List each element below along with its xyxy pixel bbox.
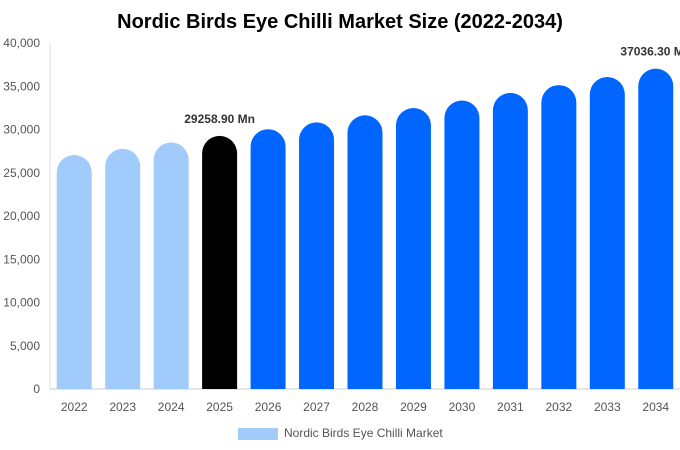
bar-2027[interactable] xyxy=(299,122,335,389)
bar-2031[interactable] xyxy=(492,92,528,389)
y-tick-label: 35,000 xyxy=(3,79,40,93)
bar-2029[interactable] xyxy=(395,107,431,390)
x-tick-label: 2027 xyxy=(303,400,330,414)
legend-label[interactable]: Nordic Birds Eye Chilli Market xyxy=(284,426,443,440)
chart-title: Nordic Birds Eye Chilli Market Size (202… xyxy=(117,11,563,33)
data-label: 37036.30 Mn xyxy=(620,45,680,59)
x-tick-label: 2025 xyxy=(206,400,233,414)
y-tick-label: 15,000 xyxy=(3,252,40,266)
x-tick-label: 2033 xyxy=(594,400,621,414)
legend-swatch xyxy=(238,428,278,440)
bar-2022[interactable] xyxy=(56,155,92,389)
bar-2032[interactable] xyxy=(541,85,577,389)
x-tick-label: 2022 xyxy=(61,400,88,414)
bar-2025[interactable] xyxy=(202,135,238,389)
bar-2026[interactable] xyxy=(250,129,286,390)
x-tick-label: 2023 xyxy=(109,400,136,414)
bar-2034[interactable] xyxy=(638,68,674,390)
x-tick-label: 2030 xyxy=(449,400,476,414)
x-tick-label: 2034 xyxy=(642,400,669,414)
x-tick-label: 2031 xyxy=(497,400,524,414)
x-tick-label: 2029 xyxy=(400,400,427,414)
bar-2024[interactable] xyxy=(153,142,189,389)
y-tick-label: 5,000 xyxy=(10,339,40,353)
y-tick-label: 0 xyxy=(33,382,40,396)
y-tick-label: 30,000 xyxy=(3,123,40,137)
y-tick-label: 25,000 xyxy=(3,166,40,180)
y-tick-label: 10,000 xyxy=(3,296,40,310)
bar-2023[interactable] xyxy=(105,148,141,389)
data-label: 29258.90 Mn xyxy=(184,112,255,126)
bar-2030[interactable] xyxy=(444,100,480,389)
x-tick-label: 2032 xyxy=(545,400,572,414)
x-tick-label: 2028 xyxy=(352,400,379,414)
x-tick-label: 2026 xyxy=(255,400,282,414)
bar-2033[interactable] xyxy=(589,77,625,390)
y-tick-label: 20,000 xyxy=(3,209,40,223)
bar-2028[interactable] xyxy=(347,115,383,389)
x-tick-label: 2024 xyxy=(158,400,185,414)
y-tick-label: 40,000 xyxy=(3,36,40,50)
